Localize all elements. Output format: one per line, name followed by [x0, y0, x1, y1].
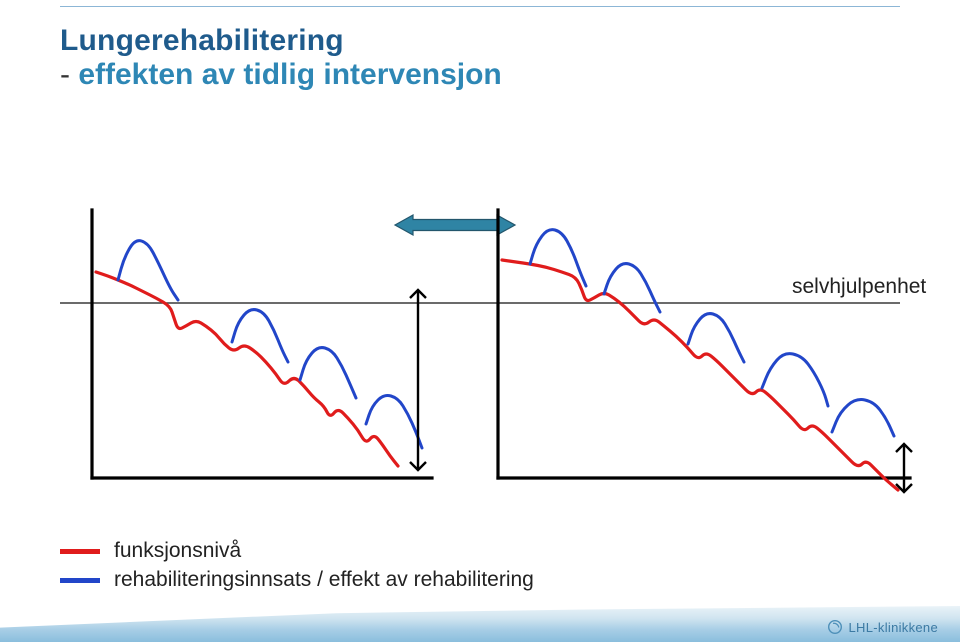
title-subtitle: effekten av tidlig intervensjon: [78, 58, 501, 91]
slide: Lungerehabilitering - effekten av tidlig…: [0, 0, 960, 642]
blue-bump-0-2: [300, 348, 356, 398]
logo-text: LHL-klinikkene: [849, 620, 938, 635]
title-dash: -: [60, 58, 78, 91]
blue-bump-1-1: [604, 264, 660, 312]
blue-bump-0-3: [366, 396, 422, 449]
threshold-label: selvhjulpenhet: [792, 275, 926, 299]
logo-icon: [827, 619, 843, 635]
blue-bump-0-0: [118, 241, 178, 300]
gap-arrow-bot-1: [896, 484, 912, 492]
logo: LHL-klinikkene: [827, 619, 938, 635]
blue-bump-1-2: [688, 314, 744, 362]
double-arrow: [395, 215, 515, 235]
legend-label-1: rehabiliteringsinnsats / effekt av rehab…: [114, 568, 534, 592]
top-rule: [60, 6, 900, 7]
blue-bump-0-1: [232, 310, 288, 362]
legend-row-0: funksjonsnivå: [60, 539, 534, 563]
title-block: Lungerehabilitering - effekten av tidlig…: [60, 24, 502, 92]
blue-bump-1-3: [762, 354, 828, 406]
blue-bump-1-0: [530, 230, 586, 286]
gap-arrow-top-1: [896, 444, 912, 452]
title-line2: - effekten av tidlig intervensjon: [60, 58, 502, 92]
blue-bump-1-4: [832, 400, 894, 436]
legend: funksjonsnivå rehabiliteringsinnsats / ef…: [60, 539, 534, 592]
footer-band: [0, 606, 960, 642]
footer: LHL-klinikkene: [0, 606, 960, 642]
legend-row-1: rehabiliteringsinnsats / effekt av rehab…: [60, 568, 534, 592]
gap-arrow-bot-0: [410, 462, 426, 470]
legend-swatch-0: [60, 549, 100, 554]
title-line1: Lungerehabilitering: [60, 24, 502, 58]
red-curve-0: [96, 272, 398, 466]
gap-arrow-top-0: [410, 290, 426, 298]
legend-label-0: funksjonsnivå: [114, 539, 241, 563]
legend-swatch-1: [60, 578, 100, 583]
